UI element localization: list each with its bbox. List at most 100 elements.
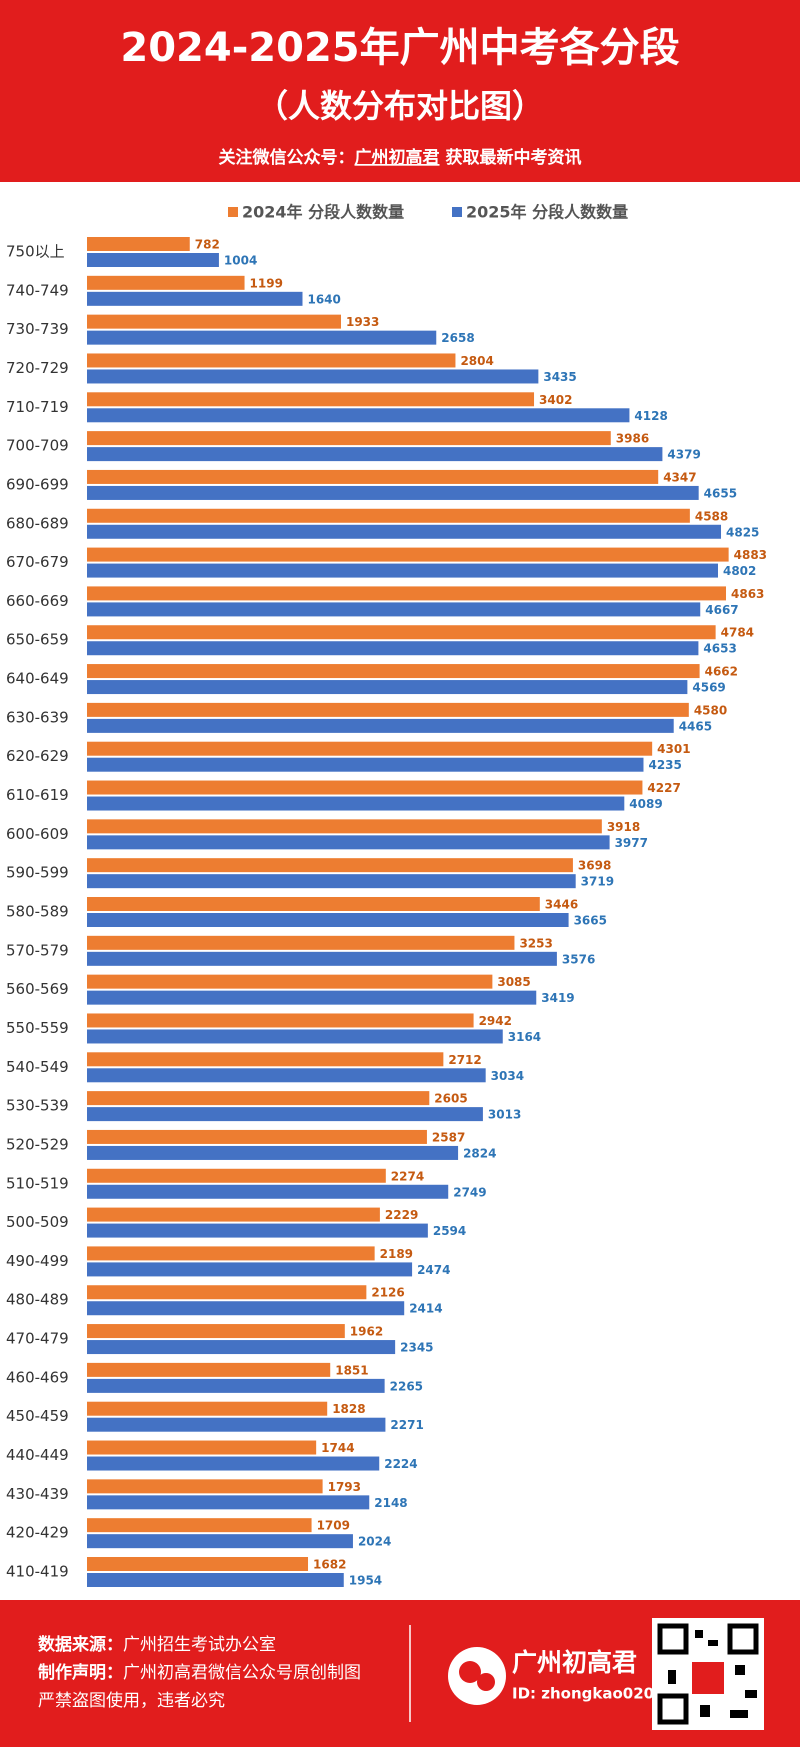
bar [87, 819, 602, 834]
bar [87, 1068, 486, 1083]
bar [87, 1246, 375, 1261]
value-label: 1962 [350, 1325, 383, 1339]
value-label: 2024 [358, 1535, 391, 1549]
value-label: 3719 [581, 875, 614, 889]
bar [87, 369, 539, 384]
value-label: 4883 [734, 548, 767, 562]
value-label: 4569 [692, 681, 725, 695]
y-tick-label: 750以上 [6, 243, 65, 261]
y-tick-label: 650-659 [6, 631, 69, 649]
bar [87, 680, 688, 695]
bar [87, 1518, 312, 1533]
y-tick-label: 410-419 [6, 1563, 69, 1581]
value-label: 3698 [578, 859, 611, 873]
bar [87, 1285, 367, 1300]
bar [87, 330, 437, 345]
value-label: 1709 [317, 1519, 350, 1533]
bar [87, 392, 535, 407]
value-label: 2658 [441, 331, 474, 345]
value-label: 4863 [731, 587, 764, 601]
bar [87, 1013, 474, 1028]
bar [87, 935, 515, 950]
value-label: 4235 [648, 758, 681, 772]
bar [87, 1207, 380, 1222]
value-label: 1933 [346, 315, 379, 329]
y-tick-label: 420-429 [6, 1524, 69, 1542]
value-label: 2712 [448, 1053, 481, 1067]
legend-swatch [228, 207, 238, 217]
header-band [0, 0, 800, 182]
value-label: 3977 [615, 836, 648, 850]
bar [87, 431, 611, 446]
bar [87, 913, 569, 927]
value-label: 4227 [647, 781, 680, 795]
value-label: 2942 [479, 1014, 512, 1028]
value-label: 3986 [616, 432, 649, 446]
value-label: 3419 [541, 991, 574, 1005]
value-label: 4588 [695, 509, 728, 523]
y-tick-label: 540-549 [6, 1058, 69, 1076]
bar [87, 1145, 459, 1160]
value-label: 1744 [321, 1441, 354, 1455]
bar [87, 586, 727, 601]
value-label: 1954 [349, 1574, 382, 1588]
bar [87, 641, 699, 656]
bar [87, 485, 699, 500]
legend-label: 2024年 分段人数数量 [242, 203, 404, 222]
bar [87, 1107, 483, 1122]
y-tick-label: 560-569 [6, 980, 69, 998]
bar [87, 1362, 331, 1377]
value-label: 3576 [562, 952, 595, 966]
bar [87, 253, 219, 267]
y-tick-label: 680-689 [6, 514, 69, 532]
value-label: 4301 [657, 742, 690, 756]
value-label: 1640 [307, 292, 340, 306]
value-label: 3435 [543, 370, 576, 384]
value-label: 2474 [417, 1263, 450, 1277]
value-label: 3918 [607, 820, 640, 834]
follow-line: 关注微信公众号：广州初高君 获取最新中考资讯 [219, 147, 582, 168]
bar [87, 1495, 370, 1510]
value-label: 2345 [400, 1341, 433, 1355]
bar [87, 408, 630, 423]
bar [87, 874, 576, 889]
source-line: 数据来源：广州招生考试办公室 [38, 1634, 276, 1655]
y-tick-label: 450-459 [6, 1407, 69, 1425]
y-tick-label: 470-479 [6, 1330, 69, 1348]
value-label: 2274 [391, 1169, 424, 1183]
bar [87, 835, 610, 850]
bar [87, 897, 540, 911]
bar [87, 664, 700, 679]
bar [87, 563, 718, 578]
value-label: 782 [195, 238, 220, 252]
brand-name: 广州初高君 [512, 1648, 637, 1677]
bar [87, 291, 303, 306]
value-label: 4655 [704, 486, 737, 500]
account-name: 广州初高君 [355, 147, 440, 168]
notice-label: 制作声明： [38, 1662, 123, 1683]
value-label: 4825 [726, 525, 759, 539]
bar [87, 1557, 309, 1571]
y-tick-label: 690-699 [6, 475, 69, 493]
source-label: 数据来源： [38, 1634, 123, 1655]
value-label: 4580 [694, 703, 727, 717]
y-tick-label: 430-439 [6, 1485, 69, 1503]
value-label: 2126 [371, 1286, 404, 1300]
value-label: 2749 [453, 1185, 486, 1199]
bar [87, 1184, 449, 1199]
value-label: 2224 [384, 1457, 417, 1471]
bar [87, 1168, 386, 1183]
value-label: 1004 [224, 254, 257, 268]
legend-label: 2025年 分段人数数量 [466, 203, 628, 222]
warning: 严禁盗图使用，违者必究 [38, 1690, 225, 1711]
value-label: 2265 [390, 1379, 423, 1393]
bar [87, 237, 190, 251]
bar [87, 524, 722, 539]
legend: 2024年 分段人数数量 2025年 分段人数数量 [228, 203, 628, 222]
value-label: 4653 [703, 642, 736, 656]
qr-code [652, 1618, 764, 1730]
value-label: 3013 [488, 1108, 521, 1122]
bar [87, 1301, 405, 1316]
y-tick-label: 480-489 [6, 1291, 69, 1309]
